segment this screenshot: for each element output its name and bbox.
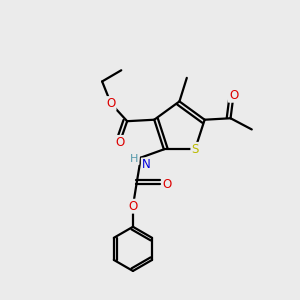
Text: O: O xyxy=(229,89,238,102)
Text: N: N xyxy=(142,158,151,172)
Text: O: O xyxy=(128,200,138,213)
Text: O: O xyxy=(163,178,172,190)
Text: S: S xyxy=(191,143,199,156)
Text: H: H xyxy=(130,154,139,164)
Text: O: O xyxy=(115,136,124,149)
Text: O: O xyxy=(106,97,116,110)
